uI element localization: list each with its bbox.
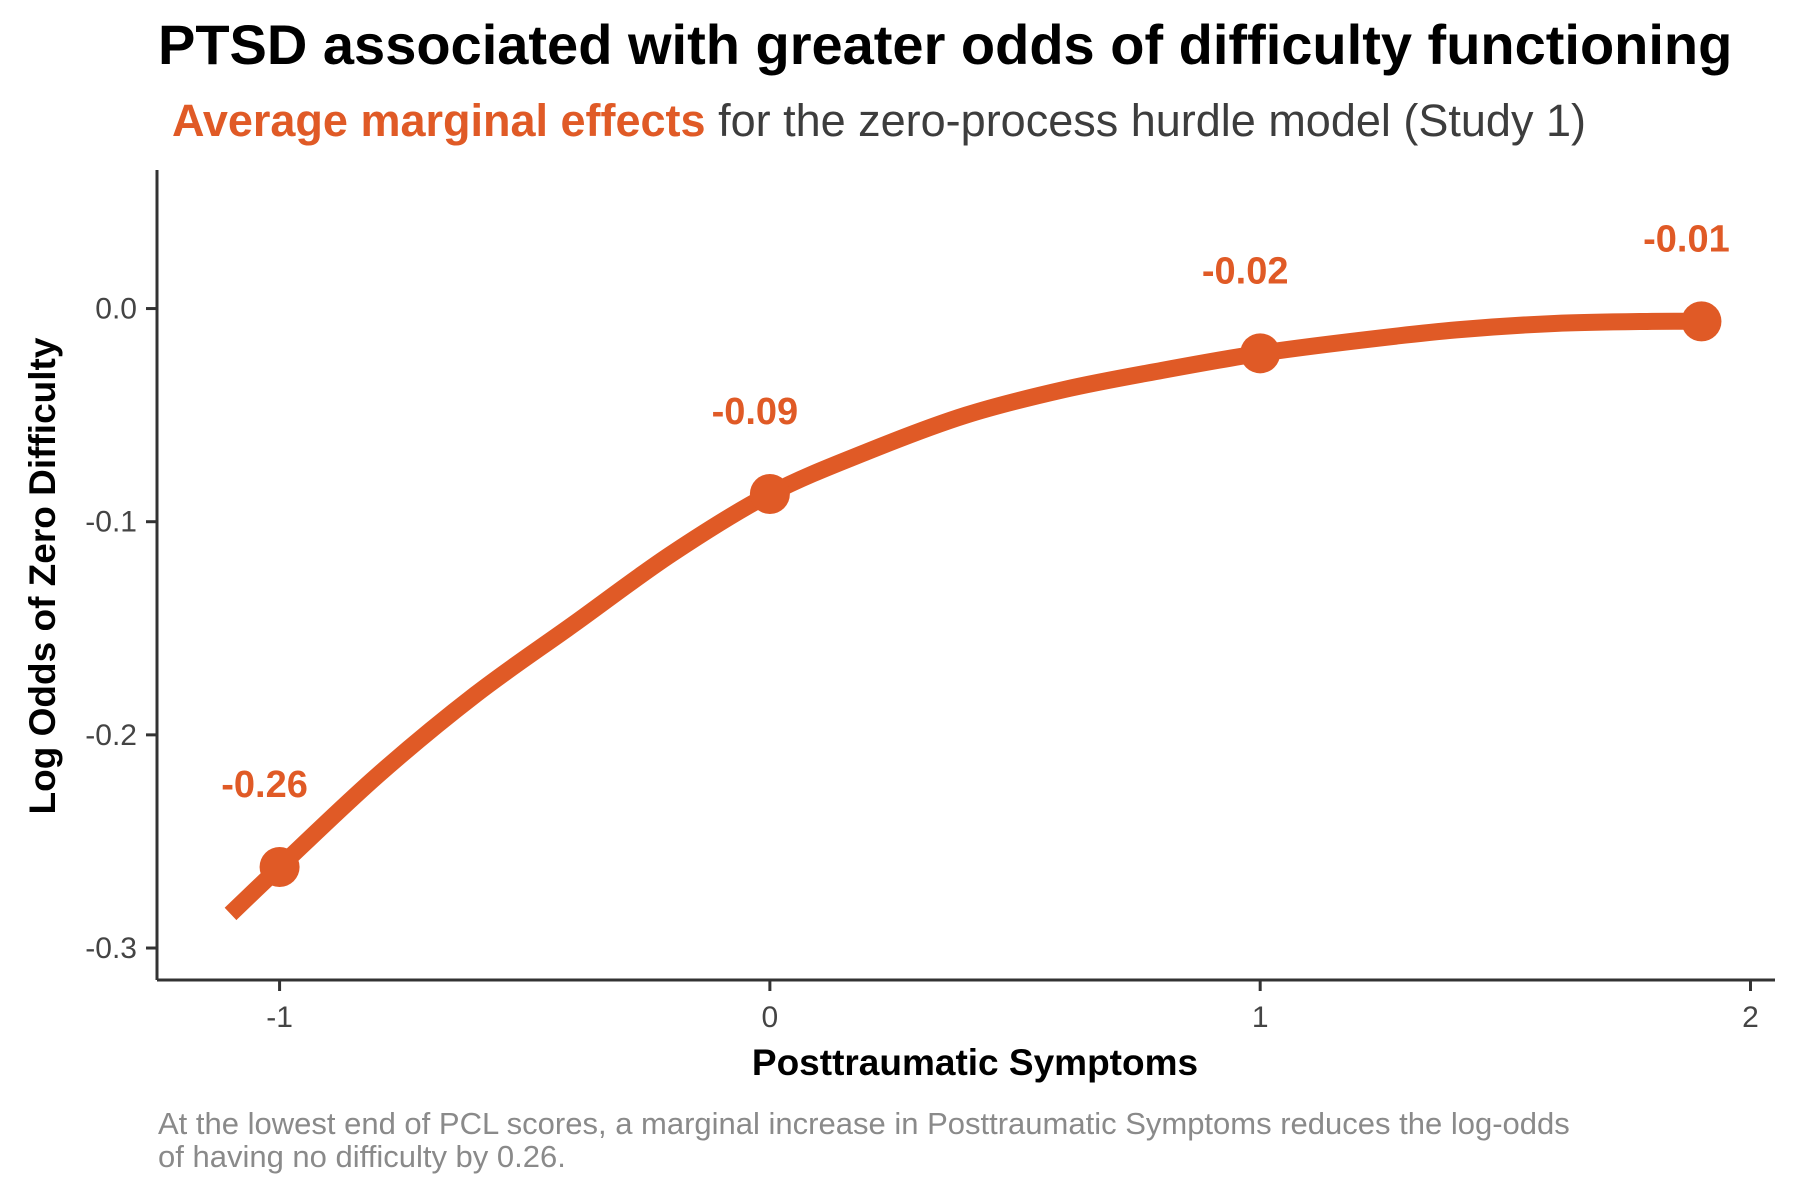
axes	[146, 170, 1775, 991]
y-tick-label: 0.0	[95, 293, 137, 326]
effect-point-label: -0.01	[1643, 218, 1730, 260]
y-axis-title: Log Odds of Zero Difficulty	[22, 337, 63, 814]
x-tick-label: 2	[1742, 1001, 1759, 1034]
data-labels: -0.26 -0.09 -0.02 -0.01	[221, 218, 1730, 806]
effect-point	[1240, 333, 1281, 374]
y-tick-label: -0.2	[85, 719, 137, 752]
x-tick-label: -1	[266, 1001, 293, 1034]
effect-point	[749, 474, 790, 514]
chart-subtitle: Average marginal effects for the zero-pr…	[172, 95, 1586, 146]
effect-curve-line	[224, 312, 1702, 921]
chart-title: PTSD associated with greater odds of dif…	[158, 13, 1732, 76]
series-marks	[224, 301, 1722, 921]
y-tick-label: -0.1	[85, 506, 137, 539]
x-tick-label: 1	[1252, 1001, 1269, 1034]
subtitle-rest: for the zero-process hurdle model (Study…	[706, 95, 1586, 146]
effect-point-label: -0.26	[221, 764, 308, 806]
caption-line-1: At the lowest end of PCL scores, a margi…	[158, 1106, 1570, 1141]
x-tick-label: 0	[762, 1001, 779, 1034]
x-axis-title: Posttraumatic Symptoms	[752, 1042, 1198, 1083]
tick-labels: -1 0 1 2 -0.3 -0.2 -0.1 0.0	[85, 293, 1759, 1034]
y-tick-label: -0.3	[85, 932, 137, 965]
effect-point-label: -0.02	[1202, 250, 1289, 292]
caption-line-2: of having no difficulty by 0.26.	[158, 1139, 566, 1174]
effect-point	[259, 847, 300, 888]
effect-point	[1681, 301, 1722, 342]
subtitle-highlight: Average marginal effects	[172, 95, 706, 146]
effect-point-label: -0.09	[712, 391, 799, 433]
